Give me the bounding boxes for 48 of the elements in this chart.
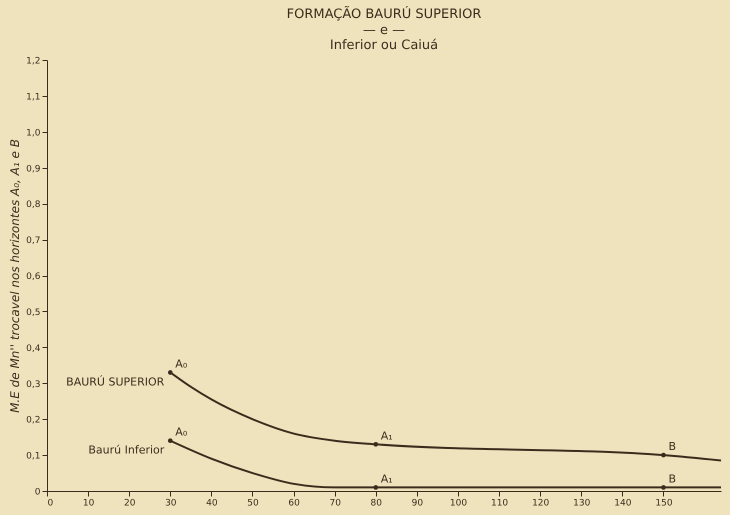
y-tick-label: 0,1	[26, 452, 40, 462]
annotation: B	[668, 440, 676, 454]
x-tick-label: 110	[490, 498, 508, 508]
x-tick-label: 60	[288, 498, 300, 508]
annotation: A₀	[175, 426, 188, 439]
annotation: A₁	[380, 472, 393, 486]
chart-title: FORMAÇÃO BAURÚ SUPERIOR	[286, 5, 482, 22]
y-tick-label: 0,2	[26, 416, 40, 426]
chart-subtitle: — e — Inferior ou Caiuá	[330, 23, 438, 53]
point	[168, 370, 173, 375]
x-tick-label: 130	[573, 498, 591, 508]
point	[373, 442, 378, 447]
x-tick-label: 140	[614, 498, 632, 508]
y-tick-label: 0,9	[26, 164, 41, 174]
x-tick-label: 80	[370, 498, 382, 508]
point	[661, 485, 666, 490]
point	[373, 485, 378, 490]
y-tick-label: 0,4	[26, 344, 41, 354]
line-series	[169, 440, 722, 488]
x-tick-label: 90	[412, 498, 424, 508]
x-tick-label: 10	[82, 498, 95, 508]
x-tick-label: 70	[329, 498, 342, 508]
x-tick-label: 100	[450, 498, 468, 508]
x-tick-label: 30	[165, 498, 177, 508]
x-tick-label: 150	[655, 498, 673, 508]
y-tick-label: 0	[34, 488, 41, 498]
y-tick-label: 1,1	[26, 92, 40, 102]
y-axis-title: M.E de Mn'' trocavel nos horizontes A₀, A₁ e B	[8, 139, 22, 413]
annotation: A₁	[380, 429, 393, 442]
y-tick-label: 1,0	[26, 128, 41, 138]
x-tick-label: 50	[247, 498, 259, 508]
x-tick-label: 20	[124, 498, 136, 508]
y-tick-label: 0,8	[26, 200, 41, 210]
x-tick-label: 120	[532, 498, 550, 508]
y-tick-label: 0,5	[26, 308, 40, 318]
annotation: A₀	[175, 357, 188, 370]
series-label: Baurú Inferior	[88, 444, 165, 457]
line-series	[169, 371, 722, 462]
y-tick-label: 1,2	[26, 56, 40, 66]
y-tick-label: 0,3	[26, 380, 40, 390]
point	[661, 452, 666, 458]
x-tick-label: 0	[48, 498, 54, 508]
y-tick-label: 0,6	[26, 272, 41, 282]
point	[168, 438, 173, 444]
series-label: BAURÚ SUPERIOR	[66, 374, 165, 388]
y-tick-label: 0,7	[26, 236, 40, 246]
annotation: B	[668, 472, 676, 486]
x-tick-label: 40	[206, 498, 218, 508]
